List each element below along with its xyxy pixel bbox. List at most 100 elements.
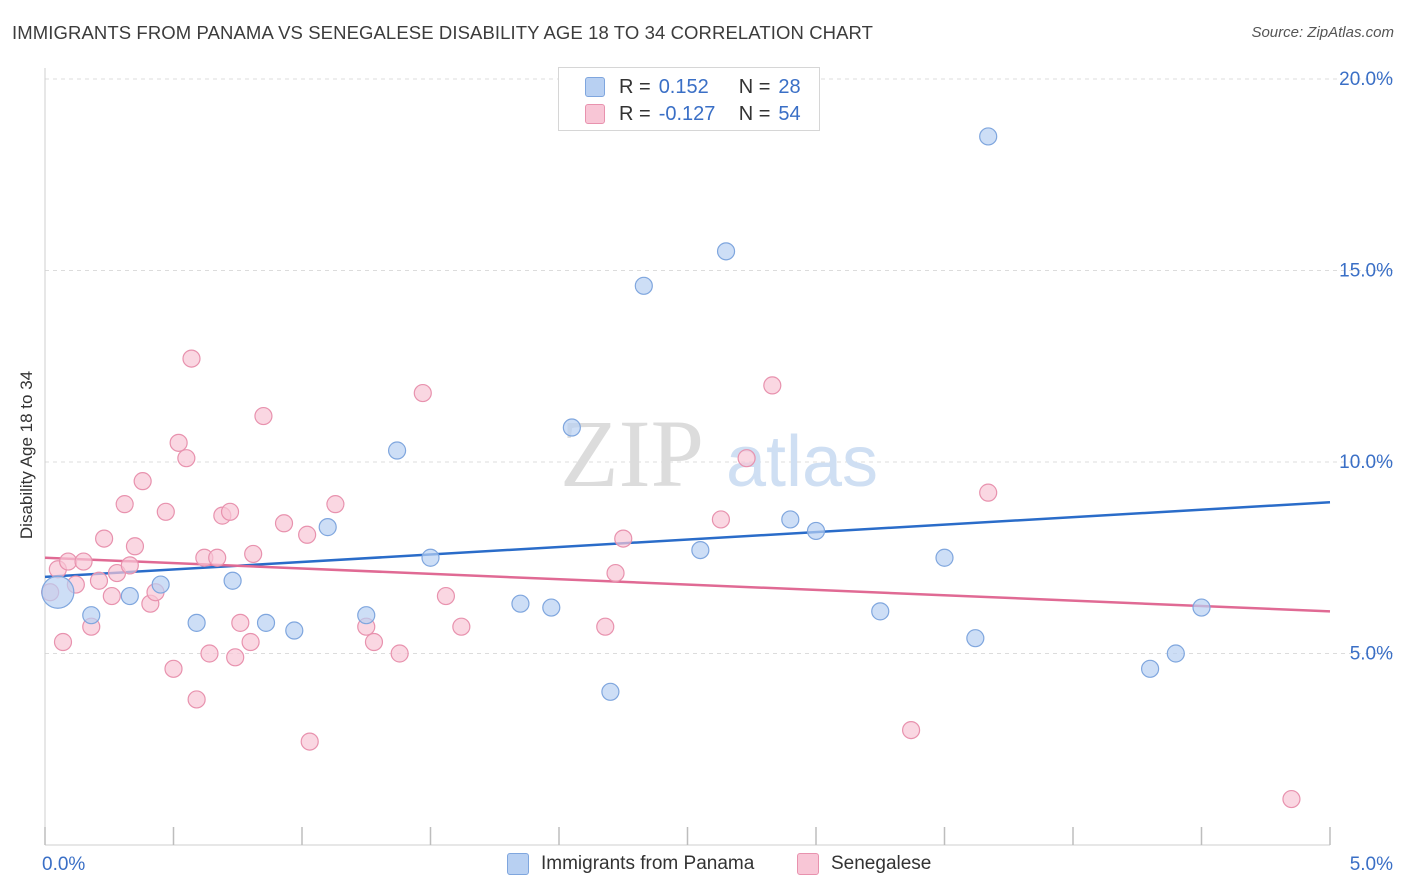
data-point-panama [979,127,998,146]
data-point-senegalese [164,659,183,678]
r-label: R = [619,75,651,98]
panama-legend-swatch [507,853,529,875]
data-point-panama [935,548,954,567]
data-point-senegalese [452,617,471,636]
data-point-panama [82,606,101,625]
trend-line-senegalese [44,556,1331,613]
data-point-senegalese [1282,789,1301,809]
watermark: ZIP atlas [560,400,878,507]
data-point-senegalese [300,732,319,751]
data-point-senegalese [182,349,201,368]
data-point-panama [691,540,710,560]
data-point-senegalese [200,644,219,663]
data-point-panama [966,629,985,648]
data-point-senegalese [95,529,114,548]
data-point-senegalese [763,376,782,395]
legend-row-senegalese: R = -0.127 N = 54 [585,101,801,127]
data-point-senegalese [125,537,145,556]
data-point-senegalese [102,586,121,606]
data-point-panama [634,276,653,295]
data-point-senegalese [737,449,756,468]
data-point-panama [511,594,530,613]
y-tick-label: 20.0% [1339,69,1393,90]
data-point-senegalese [606,563,625,583]
data-point-panama [781,510,800,529]
data-point-panama [1166,644,1185,663]
data-point-senegalese [274,514,294,533]
n-label: N = [738,102,771,125]
axis-layer [44,68,1331,846]
trend-line-panama [44,500,1331,579]
data-point-senegalese [364,632,384,652]
data-point-panama [716,242,736,261]
data-point-senegalese [711,510,731,529]
data-point-senegalese [413,383,432,403]
data-point-panama [120,586,139,606]
y-tick-label: 10.0% [1339,452,1393,473]
senegalese-legend-swatch [797,853,819,875]
y-tick-label: 5.0% [1350,644,1393,665]
chart-title: IMMIGRANTS FROM PANAMA VS SENEGALESE DIS… [12,22,874,43]
data-point-senegalese [390,644,409,663]
source-note: Source: ZipAtlas.com [1251,24,1394,41]
n-value: 28 [778,75,801,98]
data-point-senegalese [220,502,240,521]
data-point-senegalese [156,502,175,521]
data-point-senegalese [115,495,134,514]
senegalese-swatch [585,104,605,124]
data-point-senegalese [614,529,633,548]
panama-swatch [585,77,605,97]
data-point-senegalese [89,571,109,590]
data-point-senegalese [254,406,273,426]
data-point-panama [187,613,206,632]
data-point-senegalese [177,449,196,468]
legend-row-panama: R = 0.152 N = 28 [585,74,801,100]
data-point-senegalese [326,495,345,514]
data-point-panama [1192,598,1211,617]
stats-legend: R = 0.152 N = 28 R = -0.127 N = 54 [558,67,820,131]
data-point-senegalese [74,552,93,571]
data-point-senegalese [901,720,921,740]
data-point-senegalese [187,690,206,709]
points-layer [41,127,1301,809]
data-point-panama [387,441,407,460]
data-point-panama [223,571,242,590]
legend-item-panama[interactable]: Immigrants from Panama [507,852,754,876]
data-point-panama [806,521,826,541]
data-point-panama [871,602,890,621]
data-point-panama [421,548,440,567]
data-point-panama [151,575,170,594]
data-point-senegalese [244,544,263,564]
n-label: N = [738,75,771,98]
r-label: R = [619,102,651,125]
data-point-senegalese [53,632,73,652]
trend-layer [44,500,1331,613]
data-point-panama [357,606,376,625]
data-point-senegalese [231,613,250,632]
data-point-panama [318,518,337,537]
data-point-senegalese [241,632,260,652]
senegalese-legend-label: Senegalese [831,853,932,874]
y-tick-label: 15.0% [1339,261,1393,282]
data-point-panama [285,621,304,640]
data-point-senegalese [226,648,245,667]
data-point-panama [542,598,561,617]
x-tick-label: 0.0% [42,854,85,875]
data-point-panama [601,682,620,701]
y-axis-label: Disability Age 18 to 34 [17,370,36,540]
panama-legend-label: Immigrants from Panama [541,853,755,874]
data-point-panama [1140,659,1160,678]
x-tick-label: 5.0% [1350,854,1393,875]
data-point-senegalese [208,548,227,567]
tick-label-layer: 5.0% 10.0% 15.0% 20.0% 0.0% 5.0% [42,69,1393,875]
data-point-senegalese [436,586,456,606]
r-value: -0.127 [658,102,716,125]
data-point-senegalese [169,433,188,452]
data-point-panama [41,575,75,609]
legend-item-senegalese[interactable]: Senegalese [797,852,931,876]
data-point-senegalese [59,552,78,571]
data-point-senegalese [596,617,615,636]
data-point-panama [256,613,276,632]
data-point-senegalese [120,556,139,575]
